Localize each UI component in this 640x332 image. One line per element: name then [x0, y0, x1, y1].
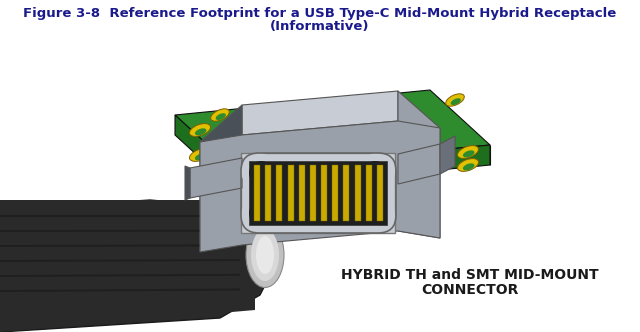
Ellipse shape: [359, 153, 395, 189]
Ellipse shape: [195, 128, 207, 135]
Ellipse shape: [463, 163, 474, 170]
Ellipse shape: [246, 222, 284, 288]
Polygon shape: [175, 115, 235, 190]
Polygon shape: [299, 165, 305, 221]
Ellipse shape: [363, 201, 387, 225]
Text: HYBRID TH and SMT MID-MOUNT: HYBRID TH and SMT MID-MOUNT: [341, 268, 599, 282]
Polygon shape: [20, 202, 260, 225]
Polygon shape: [190, 158, 242, 198]
Polygon shape: [0, 200, 255, 332]
Polygon shape: [355, 165, 360, 221]
Ellipse shape: [189, 149, 211, 161]
Polygon shape: [366, 165, 372, 221]
Polygon shape: [242, 91, 398, 135]
Polygon shape: [254, 165, 260, 221]
Ellipse shape: [189, 124, 211, 136]
Ellipse shape: [445, 94, 464, 106]
Polygon shape: [241, 153, 395, 233]
Polygon shape: [0, 215, 240, 217]
Polygon shape: [249, 161, 387, 225]
Polygon shape: [0, 274, 240, 277]
Ellipse shape: [451, 98, 461, 105]
Polygon shape: [265, 165, 271, 221]
Ellipse shape: [458, 146, 479, 158]
Ellipse shape: [249, 161, 273, 185]
Ellipse shape: [195, 153, 207, 160]
Polygon shape: [310, 165, 316, 221]
Ellipse shape: [256, 236, 274, 274]
Polygon shape: [0, 289, 240, 292]
Polygon shape: [321, 165, 327, 221]
Polygon shape: [332, 165, 339, 221]
Polygon shape: [200, 121, 440, 252]
Ellipse shape: [363, 161, 387, 185]
Ellipse shape: [241, 153, 277, 189]
Polygon shape: [235, 145, 490, 190]
Polygon shape: [0, 230, 240, 232]
Polygon shape: [0, 200, 278, 332]
Polygon shape: [0, 244, 240, 247]
Polygon shape: [185, 166, 190, 200]
Text: Figure 3-8  Reference Footprint for a USB Type-C Mid-Mount Hybrid Receptacle: Figure 3-8 Reference Footprint for a USB…: [24, 7, 616, 20]
Ellipse shape: [463, 150, 474, 157]
Ellipse shape: [216, 113, 226, 120]
Polygon shape: [287, 165, 294, 221]
Ellipse shape: [211, 109, 229, 121]
Ellipse shape: [359, 197, 395, 233]
Polygon shape: [200, 105, 242, 252]
Polygon shape: [175, 90, 490, 170]
Text: (Informative): (Informative): [270, 20, 370, 33]
Ellipse shape: [458, 159, 479, 171]
Polygon shape: [377, 165, 383, 221]
Polygon shape: [398, 144, 440, 184]
Polygon shape: [0, 259, 240, 262]
Polygon shape: [440, 136, 455, 174]
Polygon shape: [398, 91, 440, 238]
Polygon shape: [344, 165, 349, 221]
Polygon shape: [276, 165, 282, 221]
Text: CONNECTOR: CONNECTOR: [421, 283, 518, 297]
Ellipse shape: [241, 197, 277, 233]
Ellipse shape: [249, 201, 273, 225]
Ellipse shape: [251, 229, 279, 281]
